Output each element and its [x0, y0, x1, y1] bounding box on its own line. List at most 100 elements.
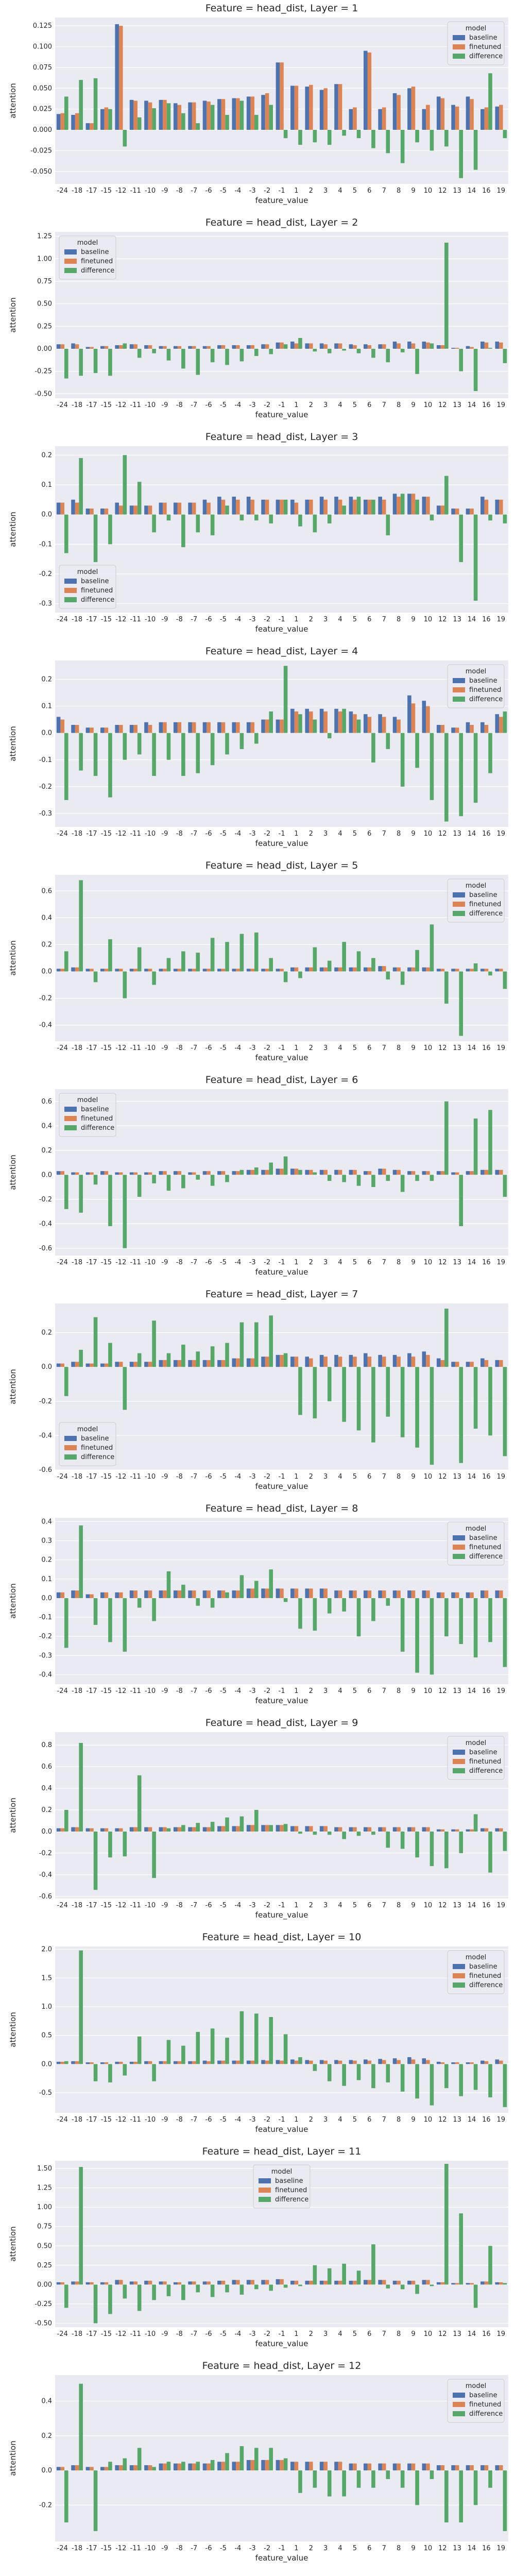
bar-finetuned	[353, 1357, 357, 1367]
bar-baseline	[319, 90, 324, 130]
x-tick-label: 13	[453, 1259, 461, 1266]
bar-finetuned	[367, 2060, 372, 2064]
x-tick-label: 3	[323, 1259, 328, 1266]
y-tick-label: 0.0	[41, 2467, 52, 2475]
bar-finetuned	[470, 1171, 474, 1175]
bar-difference	[283, 971, 288, 982]
y-axis-label: attention	[8, 1583, 18, 1618]
bar-finetuned	[133, 969, 138, 972]
x-tick-label: -9	[161, 2116, 168, 2124]
legend-entry: finetuned	[81, 587, 113, 595]
bar-finetuned	[265, 2460, 269, 2471]
bar-baseline	[246, 497, 251, 515]
x-tick-label: 5	[353, 2545, 357, 2552]
x-tick-label: 12	[438, 1473, 447, 1481]
y-axis-label: attention	[8, 1369, 18, 1404]
bar-difference	[93, 348, 98, 374]
bar-baseline	[261, 969, 265, 972]
bar-baseline	[392, 342, 397, 349]
bar-difference	[503, 348, 507, 363]
bar-finetuned	[265, 344, 269, 349]
x-tick-label: 1	[294, 187, 298, 195]
bar-finetuned	[133, 2061, 138, 2064]
bar-difference	[93, 2284, 98, 2324]
bar-baseline	[466, 346, 470, 349]
bar-difference	[327, 733, 332, 739]
x-tick-label: -4	[234, 187, 241, 195]
x-axis-label: feature_value	[255, 1053, 308, 1063]
bar-finetuned	[90, 347, 94, 349]
bar-finetuned	[236, 2462, 240, 2471]
bar-finetuned	[484, 2465, 489, 2471]
bar-finetuned	[470, 2465, 474, 2471]
bar-baseline	[349, 1354, 353, 1367]
bar-baseline	[202, 346, 207, 349]
bar-baseline	[71, 1172, 75, 1175]
bar-baseline	[115, 1592, 119, 1598]
x-tick-label: 19	[497, 1687, 506, 1695]
bar-baseline	[129, 1827, 134, 1832]
bar-difference	[269, 1825, 273, 1832]
bar-baseline	[290, 2280, 295, 2285]
bar-difference	[503, 2470, 507, 2531]
x-tick-label: 2	[309, 616, 313, 623]
bar-difference	[400, 1367, 405, 1437]
bar-baseline	[378, 344, 382, 349]
y-tick-label: 0.100	[33, 43, 52, 51]
bar-baseline	[246, 1170, 251, 1175]
plot-area	[55, 446, 508, 613]
bar-baseline	[100, 969, 105, 972]
x-tick-label: -4	[234, 1473, 241, 1481]
bar-baseline	[246, 1825, 251, 1832]
x-tick-label: 16	[482, 1044, 491, 1052]
bar-baseline	[422, 2058, 426, 2064]
bar-difference	[181, 733, 185, 776]
bar-difference	[400, 1831, 405, 1849]
bar-difference	[327, 1598, 332, 1614]
bar-finetuned	[265, 1588, 269, 1598]
bar-difference	[488, 2246, 492, 2285]
bar-baseline	[217, 1360, 221, 1367]
bar-baseline	[407, 494, 411, 515]
bar-difference	[108, 514, 112, 545]
bar-difference	[342, 1175, 346, 1182]
bar-difference	[210, 514, 215, 536]
y-tick-label: 0.00	[37, 345, 52, 353]
bar-baseline	[363, 1590, 368, 1598]
bar-difference	[123, 2458, 127, 2471]
x-tick-label: 6	[367, 187, 371, 195]
bar-baseline	[232, 1358, 236, 1367]
bar-difference	[166, 1828, 171, 1832]
bar-difference	[93, 78, 98, 130]
bar-finetuned	[426, 2280, 430, 2285]
legend-entry: difference	[469, 1553, 503, 1561]
x-tick-label: -1	[279, 1259, 285, 1266]
x-tick-label: 4	[338, 1259, 342, 1266]
bar-difference	[166, 2284, 171, 2296]
bar-difference	[239, 2446, 244, 2471]
bar-finetuned	[426, 1827, 430, 1832]
bar-baseline	[436, 505, 441, 515]
legend-entry: difference	[469, 1981, 503, 1989]
bar-baseline	[480, 109, 485, 130]
x-tick-label: 2	[309, 1044, 313, 1052]
bar-difference	[137, 1353, 142, 1367]
bar-baseline	[115, 1172, 119, 1175]
bar-baseline	[217, 2280, 221, 2285]
bar-baseline	[276, 2060, 280, 2064]
bar-baseline	[173, 502, 178, 515]
bar-baseline	[495, 1590, 500, 1598]
bar-finetuned	[499, 2465, 503, 2471]
bar-baseline	[466, 1829, 470, 1832]
plot-area	[55, 1946, 508, 2113]
bar-baseline	[115, 2280, 119, 2285]
bar-finetuned	[367, 2463, 372, 2471]
x-tick-label: 19	[497, 616, 506, 623]
bar-baseline	[159, 969, 163, 972]
bar-difference	[254, 733, 259, 744]
bar-difference	[342, 2470, 346, 2497]
bar-finetuned	[353, 499, 357, 515]
bar-difference	[356, 1598, 361, 1637]
